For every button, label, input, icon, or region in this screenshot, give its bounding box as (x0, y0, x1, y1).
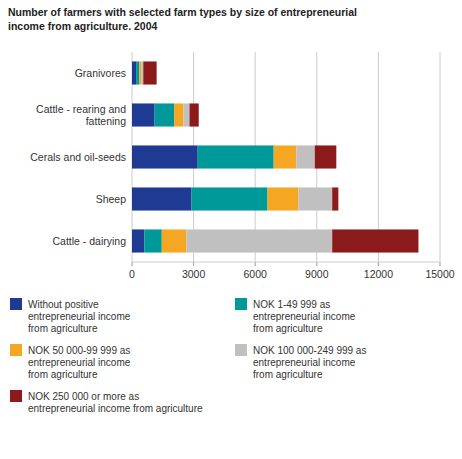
legend-label: Without positiveentrepreneurial incomefr… (28, 299, 131, 334)
bar (296, 145, 314, 168)
bar (136, 61, 139, 84)
legend-swatch (10, 344, 22, 356)
tick (316, 262, 317, 266)
category-label: Cattle - dairying (52, 235, 126, 247)
title: Number of farmers with selected farm typ… (8, 6, 357, 32)
chart: Number of farmers with selected farm typ… (0, 0, 462, 459)
bar (139, 61, 141, 84)
axis-line (132, 262, 440, 263)
legend-swatch (10, 390, 22, 402)
bar (132, 187, 192, 210)
legend-label: NOK 1-49 999 asentrepreneurial incomefro… (253, 299, 356, 334)
bar (268, 187, 299, 210)
category-label: Cattle - rearing andfattening (36, 103, 126, 127)
tick (440, 262, 441, 266)
legend-swatch (235, 298, 247, 310)
category-label: Sheep (96, 193, 127, 205)
background (0, 0, 462, 459)
bar (332, 229, 418, 252)
bar (162, 229, 187, 252)
bar (132, 145, 198, 168)
bars (132, 61, 418, 252)
bar (141, 61, 143, 84)
bar (155, 103, 175, 126)
tick (255, 262, 256, 266)
legend-label: NOK 100 000-249 999 asentrepreneurial in… (253, 345, 366, 380)
bar (198, 145, 274, 168)
bar (189, 103, 198, 126)
bar (332, 187, 338, 210)
tick (378, 262, 379, 266)
tick-label: 12000 (364, 268, 393, 280)
tick-label: 0 (129, 268, 135, 280)
bar (132, 229, 144, 252)
legend-label: NOK 50 000-99 999 asentrepreneurial inco… (28, 345, 131, 380)
y-axis: Granivores Cattle - rearing andfattening C… (30, 67, 126, 247)
bar (298, 187, 332, 210)
tick-label: 6000 (244, 268, 268, 280)
bar (144, 229, 161, 252)
tick (193, 262, 194, 266)
bar (183, 103, 189, 126)
tick-label: 3000 (182, 268, 206, 280)
legend-swatch (235, 344, 247, 356)
bar (192, 187, 268, 210)
bar (174, 103, 183, 126)
bar (143, 61, 156, 84)
legend-swatch (10, 298, 22, 310)
bar (132, 61, 136, 84)
bar (274, 145, 297, 168)
bar (132, 103, 155, 126)
bar (186, 229, 332, 252)
category-label: Cerals and oil-seeds (30, 151, 126, 163)
grid-line (440, 52, 441, 262)
tick-label: 9000 (305, 268, 329, 280)
legend-label: NOK 250 000 or more asentrepreneurial in… (28, 391, 203, 414)
tick-label: 15000 (425, 268, 454, 280)
category-label: Granivores (75, 67, 126, 79)
legend: Without positiveentrepreneurial incomefr… (10, 298, 366, 414)
bar (315, 145, 337, 168)
x-axis: 0 3000 6000 9000 12000 15000 (129, 52, 455, 280)
tick (132, 262, 133, 266)
